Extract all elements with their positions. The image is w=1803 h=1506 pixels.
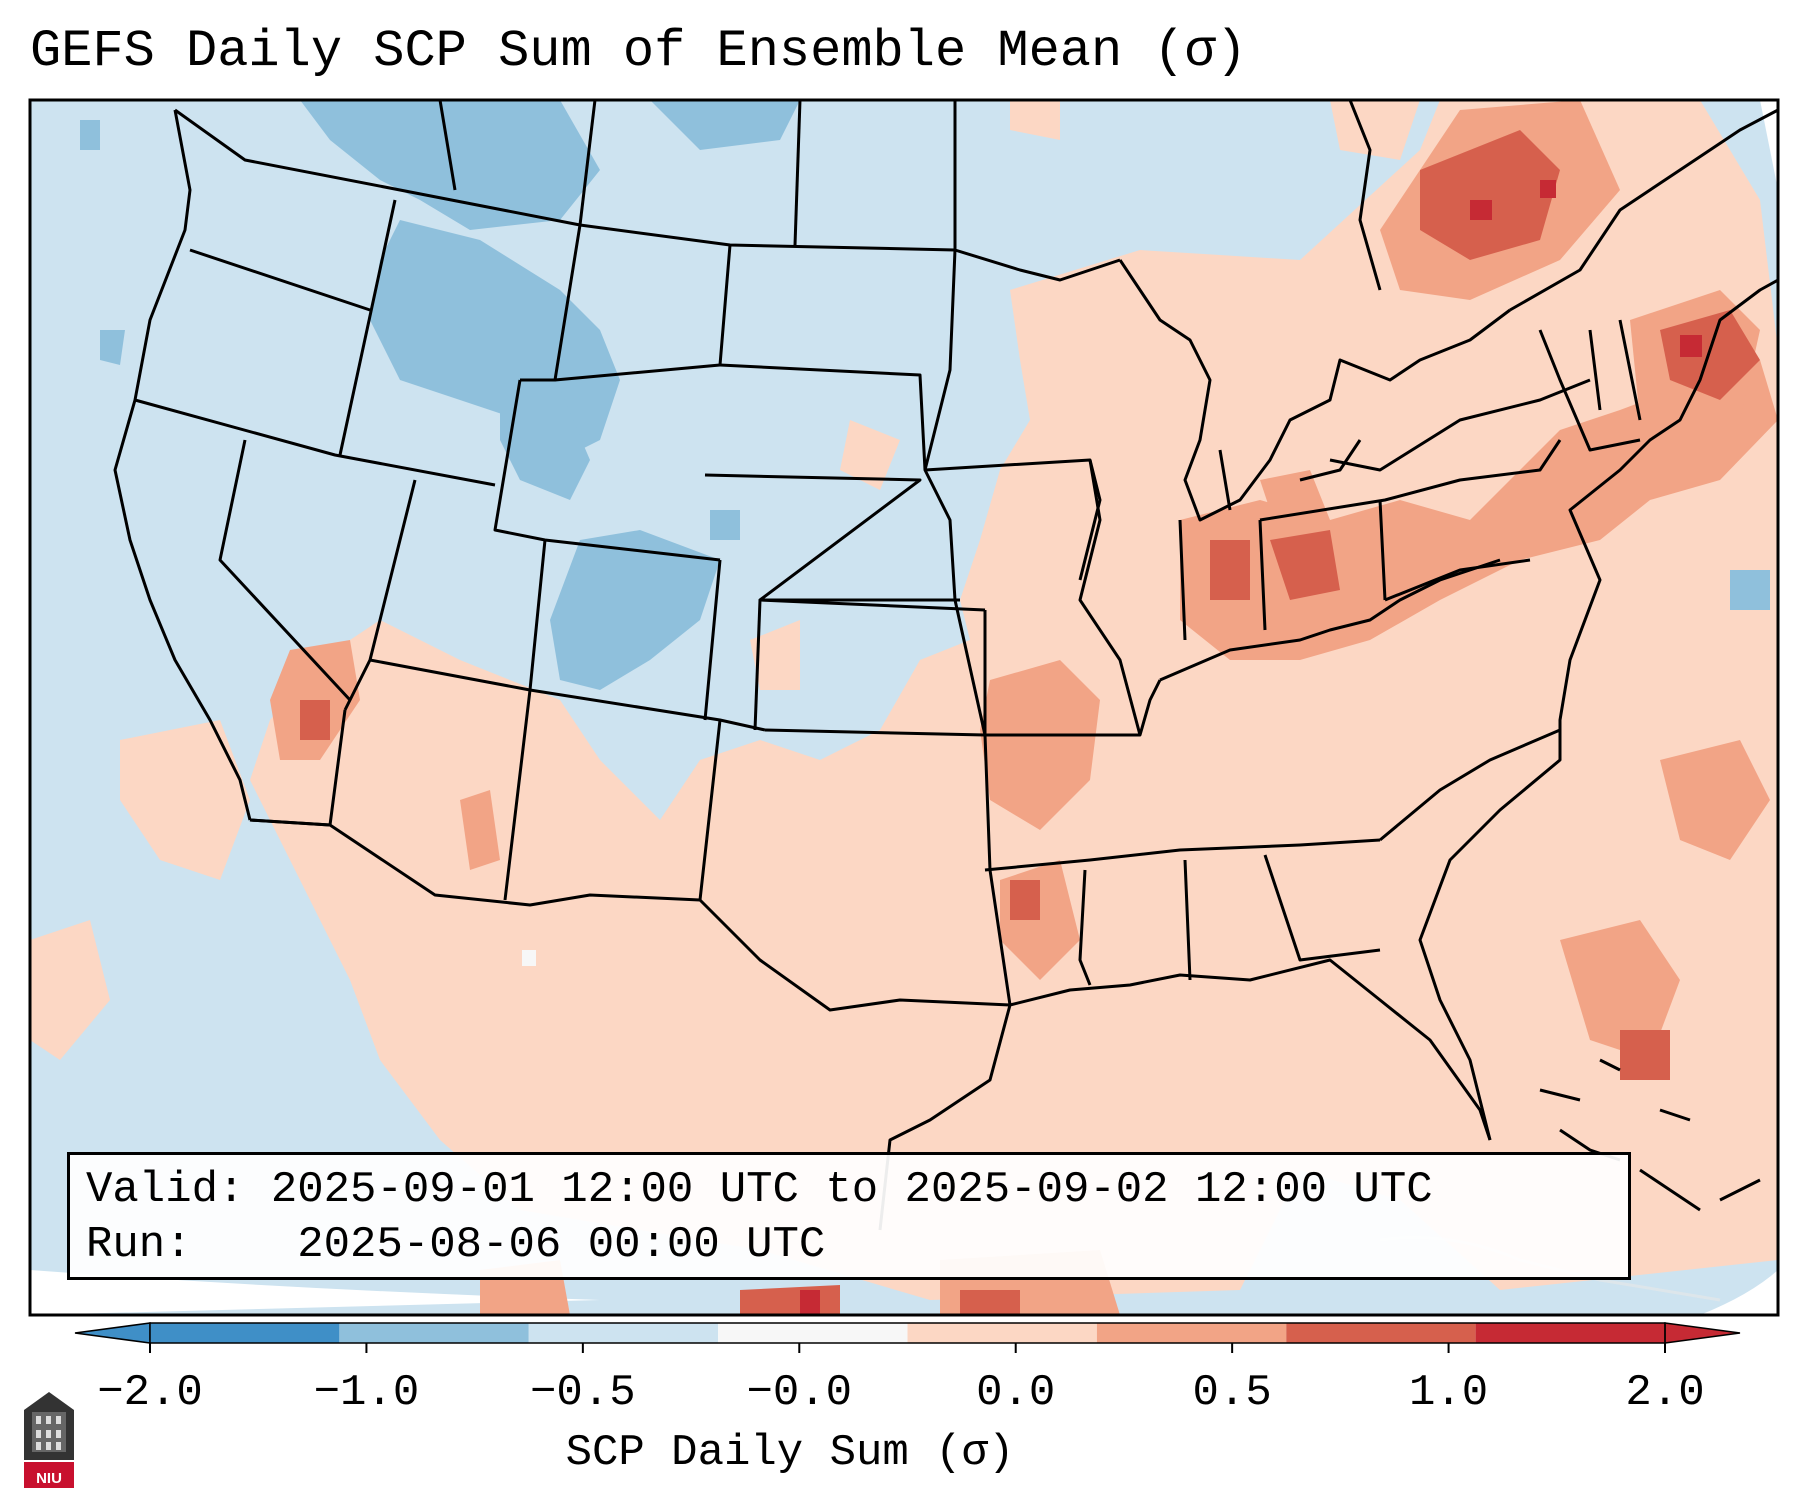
colorbar-segment — [339, 1323, 529, 1343]
political-boundaries — [113, 100, 1778, 1231]
neutral-cell — [522, 950, 536, 966]
run-label: Run: — [86, 1220, 192, 1270]
colorbar-tick-label: −1.0 — [313, 1368, 420, 1418]
map-area — [30, 100, 1778, 1315]
colorbar-outline — [149, 1322, 1666, 1344]
anomaly-darkest-red — [800, 180, 1702, 1315]
colorbar-label: SCP Daily Sum (σ) — [565, 1428, 1015, 1478]
colorbar-extend-high — [1664, 1322, 1741, 1344]
colorbar-tick-label: 1.0 — [1408, 1368, 1489, 1418]
colorbar-tick-label: 2.0 — [1625, 1368, 1705, 1418]
colorbar-segment — [1475, 1323, 1665, 1343]
colorbar — [74, 1322, 1741, 1353]
valid-row: Valid: 2025-09-01 12:00 UTC to 2025-09-0… — [86, 1163, 1628, 1218]
colorbar-segment — [528, 1323, 719, 1343]
colorbar-tick-label: 0.0 — [976, 1368, 1056, 1418]
projection-edge-top-right — [1760, 100, 1778, 190]
run-value: 2025-08-06 00:00 UTC — [297, 1220, 826, 1270]
projection-edge-right — [1700, 1270, 1778, 1315]
colorbar-segment — [1096, 1323, 1287, 1343]
valid-label: Valid: — [86, 1165, 245, 1215]
colorbar-tick-label: −0.5 — [530, 1368, 636, 1418]
logo-text: NIU — [36, 1470, 62, 1487]
map-frame — [28, 98, 1780, 1317]
niu-logo-icon — [24, 1392, 74, 1488]
colorbar-tick-label: 0.5 — [1192, 1368, 1272, 1418]
colorbar-tick-label: −0.0 — [746, 1368, 853, 1418]
colorbar-segment — [1286, 1323, 1476, 1343]
colorbar-segment — [718, 1323, 908, 1343]
anomaly-dark-red — [300, 130, 1760, 1315]
valid-value: 2025-09-01 12:00 UTC to 2025-09-02 12:00… — [270, 1165, 1433, 1215]
colorbar-segment — [150, 1323, 340, 1343]
map-title: GEFS Daily SCP Sum of Ensemble Mean (σ) — [30, 22, 1247, 81]
run-row: Run: 2025-08-06 00:00 UTC — [86, 1218, 1628, 1273]
projection-edge-left — [30, 1270, 600, 1315]
info-box: Valid: 2025-09-01 12:00 UTC to 2025-09-0… — [67, 1152, 1631, 1280]
colorbar-extend-low — [74, 1322, 151, 1344]
colorbar-tick-label: −2.0 — [97, 1368, 203, 1418]
colorbar-segment — [907, 1323, 1097, 1343]
